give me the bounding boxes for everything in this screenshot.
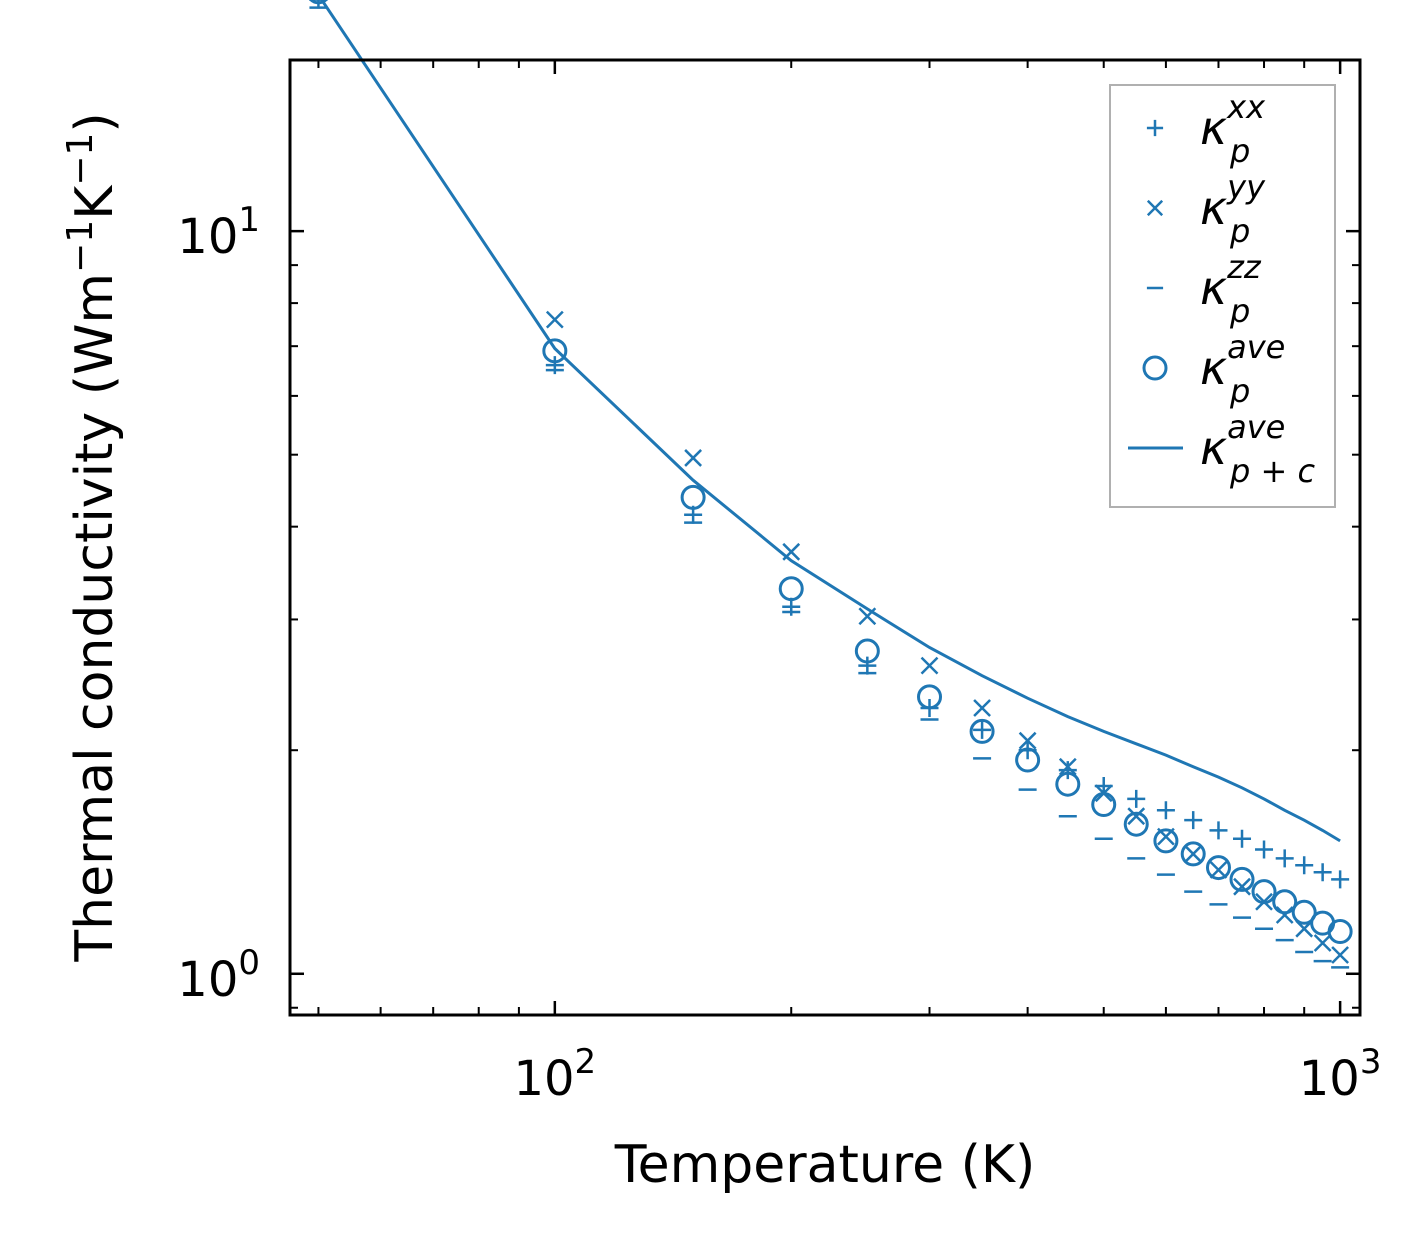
point-kave: [1091, 792, 1117, 818]
point-kyy: [545, 310, 564, 329]
y-tick-label: 100: [177, 943, 260, 1008]
legend-label-kxx: κxx p: [1200, 88, 1266, 170]
point-kxx: [1275, 849, 1294, 868]
point-kave: [1272, 889, 1298, 915]
point-kave: [1153, 828, 1179, 854]
point-kave: [1251, 879, 1277, 905]
point-kxx: [1127, 789, 1146, 808]
point-kave: [680, 484, 706, 510]
legend-marker-kave: [1142, 355, 1168, 381]
point-kxx: [1156, 801, 1175, 820]
series-line-kpc: [320, 0, 1341, 843]
point-kave: [1180, 841, 1206, 867]
point-kave: [1205, 855, 1231, 881]
point-kxx: [309, 0, 328, 9]
legend-marker-kxx: [1146, 119, 1164, 137]
point-kave: [1123, 811, 1149, 837]
point-kxx: [1255, 840, 1274, 859]
point-kyy: [1058, 757, 1077, 776]
point-kave: [308, 0, 328, 5]
point-kave: [1327, 919, 1353, 945]
y-tick-label: 101: [177, 200, 260, 265]
x-tick-label: 102: [513, 1042, 596, 1107]
point-kyy: [1313, 934, 1332, 952]
legend-entry-kpc: κave p + c: [1128, 408, 1315, 490]
point-kyy: [1331, 946, 1350, 964]
legend-entry-kyy: κyy p: [1146, 168, 1266, 250]
point-kyy: [1275, 906, 1294, 924]
point-kyy: [1184, 845, 1203, 863]
legend-entry-kave: κave p: [1142, 328, 1285, 410]
y-axis-label: Thermal conductivity (Wm−1K−1): [60, 112, 125, 962]
axis-ticks: 102 103 100 101: [177, 60, 1381, 1107]
legend-label-kyy: κyy p: [1200, 168, 1266, 250]
point-kave: [1055, 771, 1081, 797]
point-kave: [917, 684, 943, 710]
plot-data: [308, 0, 1353, 969]
legend-box: [1109, 84, 1336, 508]
point-kxx: [1209, 821, 1228, 840]
point-kave: [1229, 866, 1255, 892]
point-kxx: [1058, 761, 1077, 780]
legend-marker-kyy: [1146, 199, 1164, 217]
point-kave: [542, 338, 568, 364]
point-kxx: [1313, 863, 1332, 882]
point-kyy: [1018, 731, 1037, 750]
point-kxx: [1233, 829, 1252, 848]
point-kyy: [684, 449, 703, 467]
point-kave: [854, 638, 880, 664]
point-kxx: [1184, 811, 1203, 830]
point-kxx: [858, 656, 877, 675]
point-kxx: [1331, 870, 1350, 889]
point-kyy: [1233, 877, 1251, 896]
plot-frame: [288, 58, 1362, 1017]
x-tick-label: 103: [1299, 1042, 1382, 1107]
point-kyy: [1127, 807, 1146, 826]
legend-entry-kxx: κxx p: [1146, 88, 1266, 170]
legend-label-kave: κave p: [1200, 328, 1285, 410]
point-kave: [1291, 899, 1317, 925]
point-kxx: [973, 720, 992, 739]
x-axis-label: Temperature (K): [614, 1135, 1036, 1195]
legend-label-kzz: κzz p: [1200, 248, 1262, 330]
legend-entry-kzz: κzz p: [1146, 248, 1262, 330]
point-kyy: [1209, 861, 1228, 879]
point-kave: [778, 576, 804, 602]
point-kyy: [973, 699, 991, 717]
point-kave: [1015, 747, 1041, 773]
axis-labels: Temperature (K) Thermal conductivity (Wm…: [60, 112, 1035, 1195]
point-kxx: [1295, 856, 1314, 875]
point-kyy: [920, 656, 939, 675]
legend-label-kpc: κave p + c: [1200, 408, 1315, 490]
point-kave: [969, 718, 995, 744]
